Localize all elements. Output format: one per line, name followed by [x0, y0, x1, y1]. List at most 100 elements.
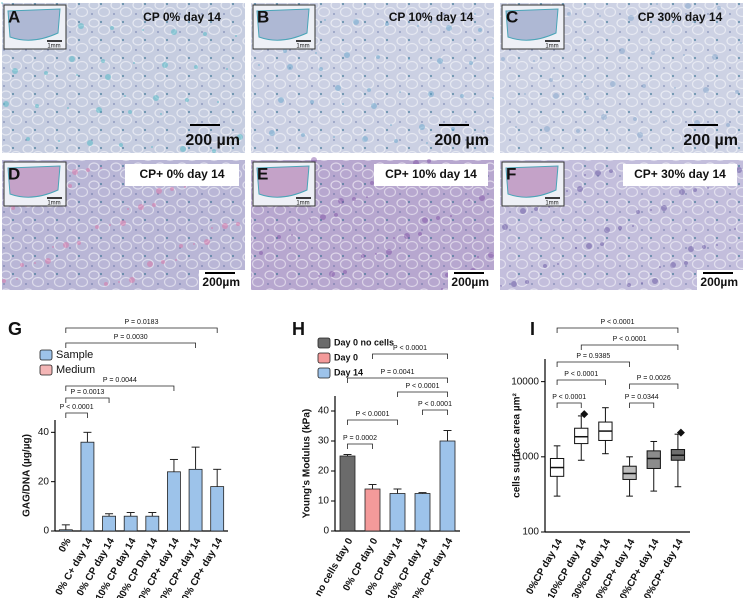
bar — [364, 488, 381, 532]
legend-label: Day 0 — [334, 352, 358, 362]
stain-spot — [500, 285, 502, 287]
stain-spot — [736, 167, 742, 173]
y-tick-label: 100 — [522, 527, 539, 538]
stain-spot — [684, 261, 688, 265]
stain-spot — [318, 275, 320, 277]
stain-spot — [353, 19, 359, 25]
stain-spot — [399, 91, 401, 93]
stain-spot — [109, 224, 111, 226]
stain-spot — [717, 6, 721, 10]
stain-spot — [226, 68, 228, 70]
significance-bracket — [580, 344, 679, 350]
p-value: P < 0.0001 — [601, 319, 635, 326]
stain-spot — [585, 96, 589, 100]
panel-letter: E — [257, 164, 268, 183]
legend-swatch — [39, 364, 53, 376]
stain-spot — [659, 266, 661, 268]
stain-spot — [153, 95, 159, 101]
stain-spot — [576, 129, 580, 133]
stain-spot — [72, 169, 78, 175]
stain-spot — [618, 226, 622, 230]
panel-caption: CP+ 30% day 14 — [634, 167, 726, 181]
scale-label: 200µm — [202, 275, 240, 289]
stain-spot — [180, 146, 186, 152]
inset-scale-label: 1mm — [545, 201, 558, 207]
stain-spot — [608, 132, 610, 134]
p-value: P = 0.0044 — [103, 377, 137, 384]
scale-label: 200µm — [451, 275, 489, 289]
stain-spot — [87, 140, 93, 146]
stain-spot — [334, 213, 338, 217]
stain-spot — [632, 225, 634, 227]
significance-bracket — [347, 443, 373, 449]
y-axis-label: cells surface area µm² — [512, 392, 523, 497]
stain-spot — [479, 195, 485, 201]
stain-spot — [478, 28, 482, 32]
stain-spot — [385, 22, 389, 26]
stain-spot — [127, 208, 129, 210]
stain-spot — [367, 88, 371, 92]
stain-spot — [69, 56, 75, 62]
stain-spot — [685, 3, 691, 9]
stain-spot — [488, 252, 494, 258]
stain-spot — [651, 51, 655, 55]
stain-spot — [362, 136, 368, 142]
stain-spot — [78, 23, 84, 29]
x-tick-label: 0% — [57, 536, 74, 554]
bar — [439, 440, 456, 532]
scale-label: 200 µm — [683, 132, 738, 149]
significance-bracket — [397, 391, 448, 397]
panel-letter: A — [8, 7, 20, 26]
y-tick-label: 20 — [38, 476, 50, 487]
stain-spot — [581, 81, 583, 83]
stain-spot — [683, 54, 685, 56]
stain-spot — [258, 64, 260, 66]
stain-spot — [390, 124, 392, 126]
stain-spot — [161, 260, 165, 264]
stain-spot — [212, 149, 216, 153]
stain-spot — [371, 103, 377, 109]
stain-spot — [636, 210, 640, 214]
stain-spot — [422, 217, 428, 223]
stain-spot — [96, 107, 102, 113]
stain-spot — [203, 32, 207, 36]
stain-spot — [235, 35, 237, 37]
stain-spot — [68, 184, 72, 188]
stain-spot — [670, 262, 676, 268]
stain-spot — [712, 54, 718, 60]
stain-spot — [693, 188, 697, 192]
stain-spot — [601, 114, 607, 120]
stain-spot — [77, 241, 81, 245]
stain-spot — [650, 209, 652, 211]
stain-spot — [291, 234, 293, 236]
y-tick-label: 40 — [318, 406, 330, 417]
stain-spot — [301, 133, 305, 137]
stain-spot — [726, 123, 730, 127]
stain-spot — [610, 81, 616, 87]
stain-spot — [501, 57, 505, 61]
inset-scale-label: 1mm — [47, 44, 60, 50]
significance-bracket — [372, 353, 448, 359]
stain-spot — [361, 254, 365, 258]
stain-spot — [515, 126, 517, 128]
stain-spot — [492, 97, 494, 99]
panel-caption: CP 0% day 14 — [143, 10, 221, 24]
stain-spot — [477, 256, 479, 258]
stain-spot — [319, 67, 323, 71]
stain-spot — [310, 100, 314, 104]
stain-spot — [58, 140, 60, 142]
stain-spot — [600, 242, 604, 246]
stain-spot — [584, 174, 586, 176]
stain-spot — [156, 188, 162, 194]
scale-label: 200 µm — [434, 132, 489, 149]
stain-spot — [120, 220, 126, 226]
stain-spot — [426, 142, 428, 144]
stain-spot — [52, 246, 54, 248]
stain-spot — [366, 196, 368, 198]
significance-bracket — [556, 361, 630, 367]
p-value: P = 0.9385 — [576, 353, 610, 360]
stain-spot — [11, 206, 15, 210]
y-tick-label: 10000 — [511, 376, 539, 387]
stain-spot — [338, 198, 344, 204]
